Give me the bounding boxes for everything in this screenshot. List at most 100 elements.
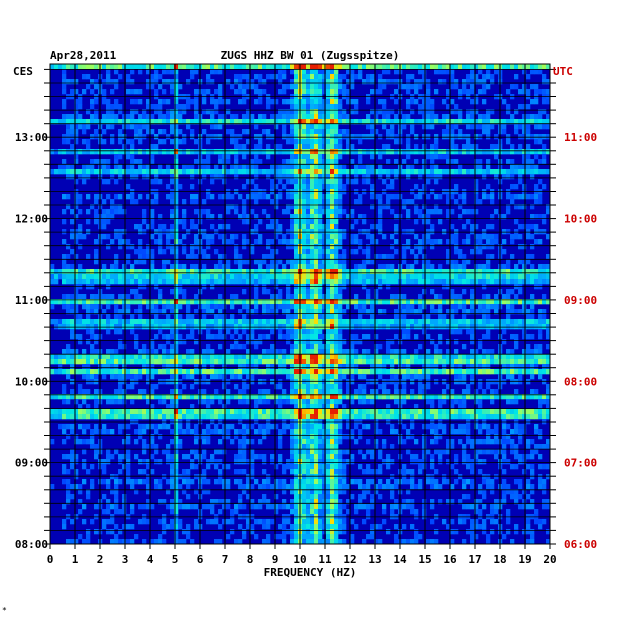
- heatmap-cell: [450, 364, 455, 370]
- heatmap-cell: [306, 254, 311, 260]
- heatmap-cell: [426, 64, 431, 70]
- heatmap-cell: [314, 79, 319, 85]
- heatmap-cell: [318, 339, 323, 345]
- heatmap-cell: [318, 149, 323, 155]
- heatmap-cell: [458, 404, 463, 410]
- heatmap-cell: [62, 279, 67, 285]
- heatmap-cell: [318, 404, 323, 410]
- heatmap-cell: [474, 199, 479, 205]
- heatmap-cell: [290, 234, 295, 240]
- heatmap-cell: [106, 209, 111, 215]
- heatmap-cell: [534, 239, 539, 245]
- heatmap-cell: [266, 239, 271, 245]
- heatmap-cell: [310, 129, 315, 135]
- heatmap-cell: [166, 99, 171, 105]
- heatmap-cell: [394, 194, 399, 200]
- heatmap-cell: [162, 344, 167, 350]
- heatmap-cell: [338, 264, 343, 270]
- heatmap-cell: [426, 194, 431, 200]
- heatmap-cell: [462, 344, 467, 350]
- heatmap-cell: [326, 394, 331, 400]
- heatmap-cell: [422, 69, 427, 75]
- heatmap-cell: [74, 254, 79, 260]
- heatmap-cell: [330, 279, 335, 285]
- heatmap-cell: [406, 369, 411, 375]
- heatmap-cell: [402, 334, 407, 340]
- heatmap-cell: [382, 99, 387, 105]
- heatmap-cell: [274, 359, 279, 365]
- heatmap-cell: [194, 109, 199, 115]
- heatmap-cell: [334, 119, 339, 125]
- heatmap-cell: [294, 154, 299, 160]
- heatmap-cell: [478, 69, 483, 75]
- heatmap-cell: [450, 299, 455, 305]
- heatmap-cell: [118, 269, 123, 275]
- heatmap-cell: [350, 324, 355, 330]
- heatmap-cell: [258, 159, 263, 165]
- heatmap-cell: [110, 274, 115, 280]
- heatmap-cell: [442, 119, 447, 125]
- heatmap-cell: [302, 179, 307, 185]
- heatmap-cell: [510, 159, 515, 165]
- heatmap-cell: [326, 259, 331, 265]
- heatmap-cell: [338, 354, 343, 360]
- heatmap-cell: [138, 134, 143, 140]
- heatmap-cell: [506, 89, 511, 95]
- heatmap-cell: [206, 79, 211, 85]
- heatmap-cell: [306, 369, 311, 375]
- heatmap-cell: [506, 289, 511, 295]
- heatmap-cell: [210, 394, 215, 400]
- heatmap-cell: [510, 84, 515, 90]
- heatmap-cell: [282, 124, 287, 130]
- heatmap-cell: [150, 209, 155, 215]
- heatmap-cell: [50, 279, 55, 285]
- heatmap-cell: [146, 319, 151, 325]
- heatmap-cell: [218, 324, 223, 330]
- heatmap-cell: [458, 264, 463, 270]
- heatmap-cell: [466, 64, 471, 70]
- heatmap-cell: [210, 374, 215, 380]
- heatmap-cell: [286, 139, 291, 145]
- heatmap-cell: [514, 299, 519, 305]
- heatmap-cell: [206, 254, 211, 260]
- heatmap-cell: [426, 274, 431, 280]
- heatmap-cell: [402, 374, 407, 380]
- heatmap-cell: [366, 354, 371, 360]
- heatmap-cell: [278, 74, 283, 80]
- heatmap-cell: [426, 314, 431, 320]
- heatmap-cell: [418, 109, 423, 115]
- heatmap-cell: [490, 299, 495, 305]
- heatmap-cell: [258, 194, 263, 200]
- heatmap-cell: [406, 299, 411, 305]
- heatmap-cell: [294, 79, 299, 85]
- heatmap-cell: [302, 319, 307, 325]
- heatmap-cell: [166, 79, 171, 85]
- heatmap-cell: [210, 299, 215, 305]
- heatmap-cell: [430, 114, 435, 120]
- heatmap-cell: [314, 249, 319, 255]
- heatmap-cell: [406, 359, 411, 365]
- heatmap-cell: [58, 359, 63, 365]
- heatmap-cell: [370, 304, 375, 310]
- heatmap-cell: [278, 169, 283, 175]
- heatmap-cell: [134, 119, 139, 125]
- heatmap-cell: [442, 314, 447, 320]
- heatmap-cell: [478, 124, 483, 130]
- heatmap-cell: [222, 99, 227, 105]
- heatmap-cell: [174, 339, 179, 345]
- heatmap-cell: [66, 204, 71, 210]
- heatmap-cell: [438, 279, 443, 285]
- heatmap-cell: [330, 239, 335, 245]
- heatmap-cell: [274, 384, 279, 390]
- heatmap-cell: [322, 389, 327, 395]
- heatmap-cell: [150, 144, 155, 150]
- heatmap-cell: [194, 159, 199, 165]
- heatmap-cell: [514, 219, 519, 225]
- heatmap-cell: [58, 274, 63, 280]
- heatmap-cell: [306, 194, 311, 200]
- heatmap-cell: [134, 174, 139, 180]
- heatmap-cell: [454, 184, 459, 190]
- heatmap-cell: [354, 109, 359, 115]
- heatmap-cell: [282, 134, 287, 140]
- heatmap-cell: [438, 349, 443, 355]
